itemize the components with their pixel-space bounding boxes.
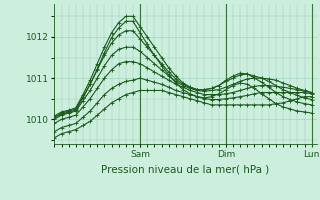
X-axis label: Pression niveau de la mer( hPa ): Pression niveau de la mer( hPa ) <box>101 164 270 174</box>
